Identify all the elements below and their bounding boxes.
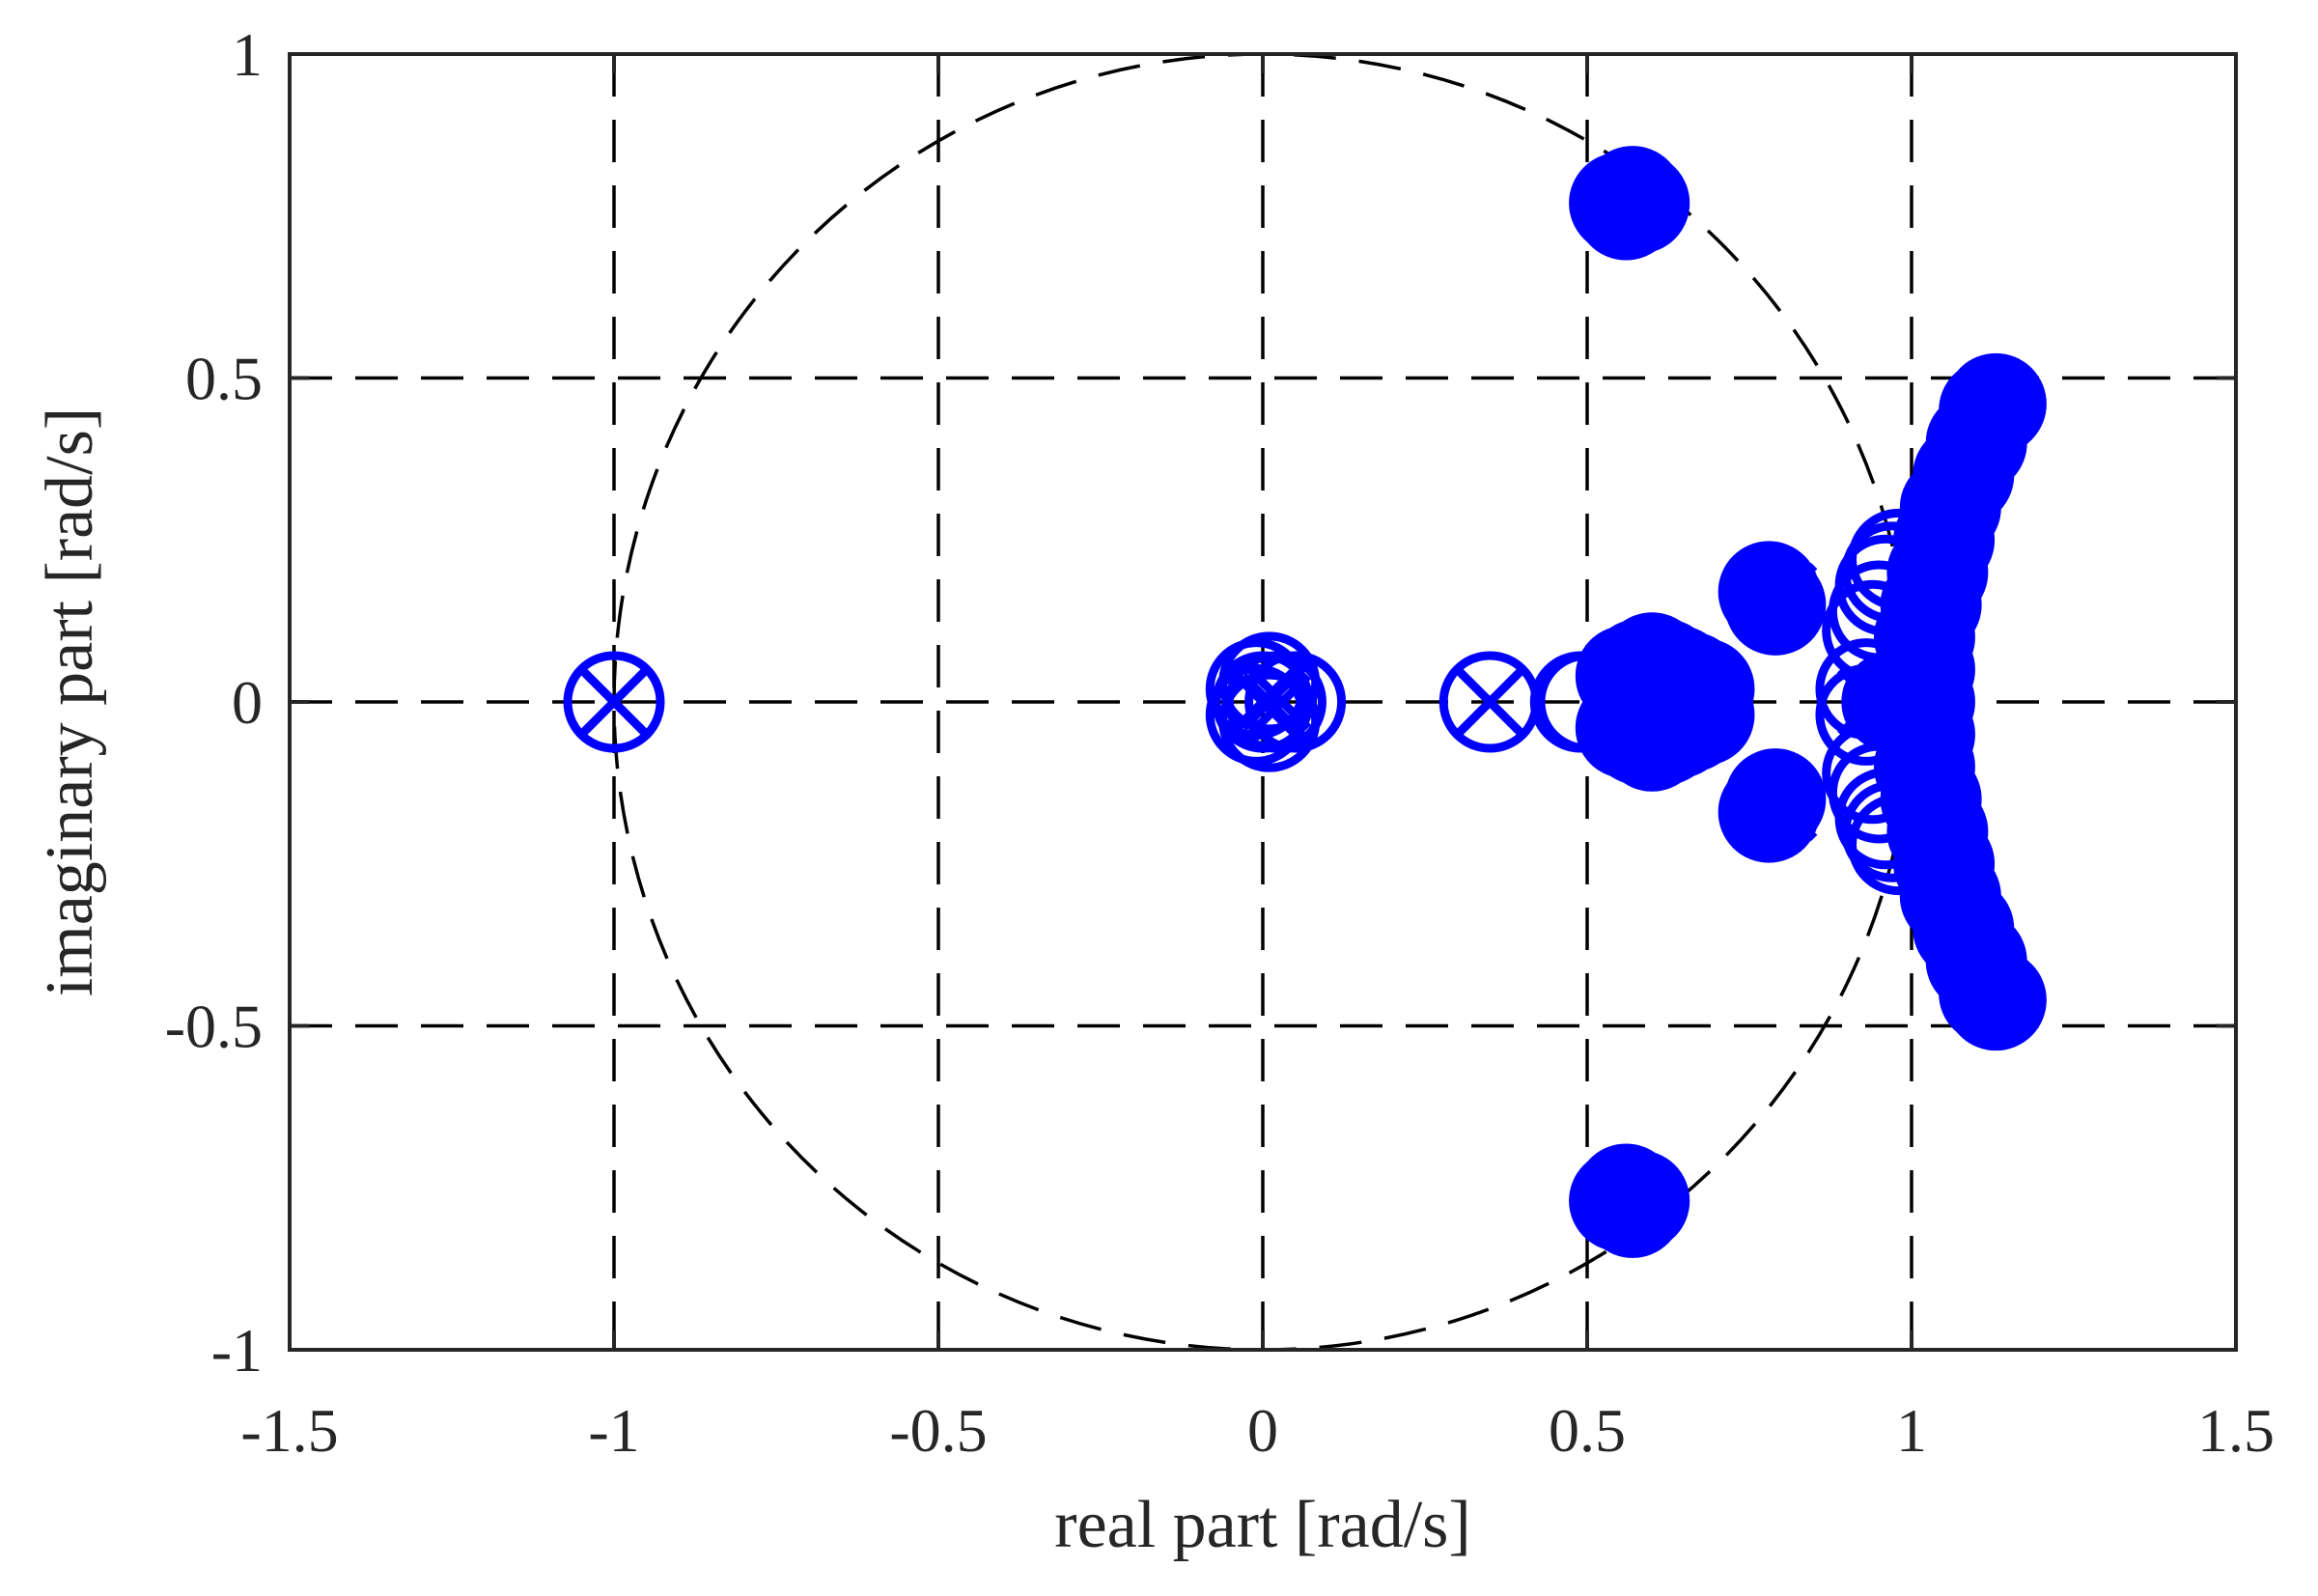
pole-marker-filled (1944, 949, 2047, 1051)
grid-lines (290, 54, 2236, 1350)
pole-marker (1244, 651, 1347, 753)
x-tick-label: -1.5 (240, 1396, 338, 1465)
marker-layer (563, 146, 2047, 1258)
x-tick-label: 0 (1247, 1396, 1278, 1465)
pole-marker-filled (1944, 352, 2047, 455)
pole-marker-filled (1724, 553, 1827, 656)
x-tick-label: 1.5 (2197, 1396, 2275, 1465)
y-axis-label: imaginary part [rad/s] (33, 407, 107, 996)
pole-marker (1218, 670, 1321, 772)
zero-marker-x (1454, 666, 1525, 738)
y-tick-label: 0 (232, 668, 263, 737)
x-tick-label: 1 (1896, 1396, 1927, 1465)
pole-marker-filled (1724, 748, 1827, 851)
pole-marker (1218, 631, 1321, 734)
y-tick-label: -0.5 (165, 993, 263, 1061)
y-tick-label: 0.5 (185, 345, 263, 413)
zero-marker-x (1240, 659, 1312, 732)
pole-marker (563, 651, 665, 753)
x-tick-label: -1 (588, 1396, 639, 1465)
zero-marker-x (578, 666, 650, 738)
y-tick-label: 1 (232, 20, 263, 89)
x-tick-label: 0.5 (1549, 1396, 1626, 1465)
x-axis-label: real part [rad/s] (1054, 1488, 1470, 1562)
zero-marker-x (1227, 666, 1299, 738)
pole-marker-filled (1634, 651, 1736, 753)
pole-marker-filled (1588, 152, 1690, 254)
x-tick-label: -0.5 (889, 1396, 987, 1465)
y-tick-label: -1 (211, 1316, 263, 1385)
tick-labels: -1.5 -1 -0.5 0 0.5 1 1.5 -1 -0.5 0 0.5 1 (165, 20, 2275, 1465)
pole-marker-filled (1588, 1150, 1690, 1252)
zero-marker-x (1240, 672, 1312, 744)
